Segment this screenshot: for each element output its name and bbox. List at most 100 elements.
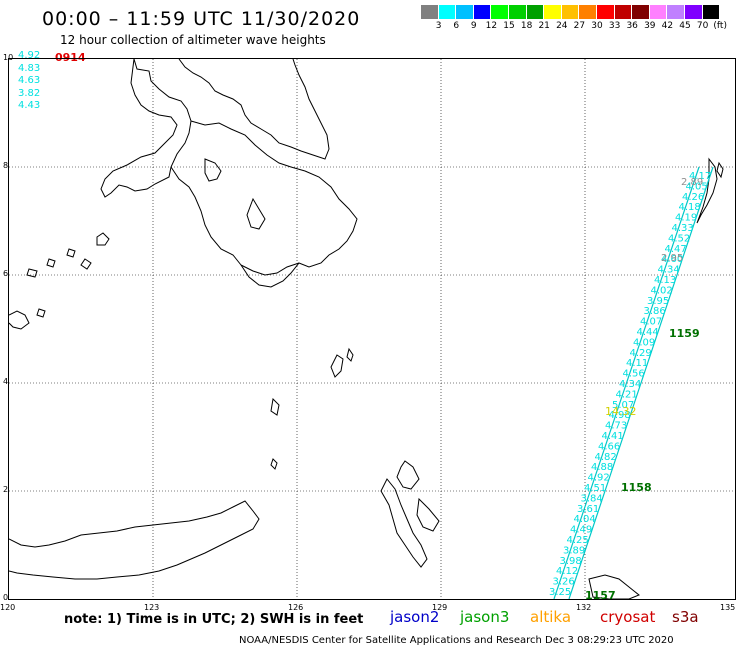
color-scale-label: 21: [538, 21, 550, 31]
color-swatch: [526, 5, 545, 19]
legend-value: 4.92: [18, 50, 41, 61]
track-cyan-value: 4.82: [595, 452, 617, 463]
color-swatch: [508, 5, 527, 19]
track-cyan-value: 4.19: [675, 213, 697, 224]
track-cyan-value: 4.66: [598, 441, 620, 452]
track-cyan-value: 4.12: [556, 566, 578, 577]
satellite-altika: altika: [530, 608, 572, 626]
track-cyan-value: 4.09: [633, 337, 655, 348]
y-tick-label: 6: [3, 269, 9, 278]
color-scale: [421, 5, 721, 19]
x-tick-label: 120: [0, 603, 16, 612]
track-cyan-value: 4.11: [626, 358, 648, 369]
track-cyan-value: 4.05: [686, 181, 708, 192]
color-scale-label: 39: [644, 21, 656, 31]
legend-time: 0914: [55, 51, 86, 64]
track-cyan-value: 4.60: [661, 254, 683, 265]
track-cyan-value: 4.04: [574, 514, 596, 525]
map-subtitle: 12 hour collection of altimeter wave hei…: [60, 33, 326, 47]
footer-note: note: 1) Time is in UTC; 2) SWH is in fe…: [64, 612, 364, 627]
altimeter-track: [553, 166, 700, 600]
y-tick-label: 0: [3, 593, 9, 602]
legend-value: 4.43: [18, 100, 41, 111]
satellite-jason3: jason3: [460, 608, 510, 626]
color-swatch: [438, 5, 457, 19]
color-swatch: [684, 5, 703, 19]
track-cyan-value: 4.13: [654, 275, 676, 286]
color-swatch: [473, 5, 492, 19]
track-cyan-value: 3.61: [577, 504, 599, 515]
x-tick-label: 135: [720, 603, 736, 612]
x-tick-label: 123: [144, 603, 160, 612]
color-scale-label: 12: [485, 21, 498, 31]
track-cyan-value: 4.18: [679, 202, 701, 213]
track-cyan-value: 3.84: [581, 493, 603, 504]
y-tick-label: 4: [3, 377, 9, 386]
track-cyan-value: 4.21: [616, 389, 638, 400]
color-scale-label: 18: [520, 21, 533, 31]
track-cyan-value: 4.98: [609, 410, 631, 421]
track-cyan-values: 3.253.264.123.983.894.254.494.043.613.84…: [549, 171, 711, 598]
color-scale-label: 3: [435, 21, 442, 31]
track-gray-value: 2.89: [681, 177, 703, 188]
map-frame: 3.25 3.26 4.12 3.98 3.89 4.25 4.49 4.04 3.61 3.84…: [8, 58, 736, 602]
track-cyan-value: 4.73: [605, 421, 627, 432]
track-cyan-value: 4.07: [640, 317, 662, 328]
color-swatch: [632, 5, 650, 19]
legend-value-list: 4.92 4.83 4.63 3.82 4.43: [18, 50, 40, 113]
track-cyan-value: 4.26: [682, 192, 704, 203]
track-gray-value: 2.95: [661, 253, 683, 264]
track-cyan-value: 4.33: [672, 223, 694, 234]
altimeter-track-edge: [568, 166, 714, 600]
color-swatch: [596, 5, 615, 19]
y-tick-label: 10: [3, 53, 14, 62]
color-scale-label: 30: [591, 21, 603, 31]
y-tick-label: 2: [3, 485, 9, 494]
legend-value: 3.82: [18, 87, 41, 99]
track-cyan-value: 4.88: [591, 462, 613, 473]
track-cyan-value: 4.47: [665, 244, 687, 255]
track-time: 1158: [621, 481, 652, 494]
track-cyan-value: 4.25: [567, 535, 589, 546]
color-swatch: [667, 5, 685, 19]
track-cyan-value: 4.02: [651, 285, 673, 296]
track-time: 1159: [669, 327, 700, 340]
track-cyan-value: 4.29: [630, 348, 652, 359]
track-cyan-value: 5.07: [612, 400, 634, 411]
color-scale-label: 36: [626, 21, 638, 31]
track-cyan-value: 4.56: [623, 369, 645, 380]
x-tick-label: 132: [576, 603, 592, 612]
track-cyan-value: 3.26: [553, 577, 575, 588]
x-tick-label: 126: [288, 603, 304, 612]
track-cyan-value: 4.49: [570, 525, 592, 536]
track-gray-values: 2.89 2.95: [661, 177, 703, 264]
color-scale-label: 24: [556, 21, 568, 31]
color-scale-label: 27: [573, 21, 586, 31]
color-swatch: [649, 5, 668, 19]
color-scale-label: 15: [503, 21, 515, 31]
track-cyan-value: 4.92: [588, 473, 610, 484]
x-tick-label: 129: [432, 603, 448, 612]
color-scale-label: 45: [679, 21, 691, 31]
track-cyan-value: 4.52: [668, 233, 690, 244]
track-cyan-value: 3.89: [563, 545, 585, 556]
track-cyan-value: 3.25: [549, 587, 571, 598]
color-swatch: [614, 5, 633, 19]
track-cyan-value: 4.34: [658, 265, 680, 276]
legend-value: 4.83: [18, 62, 41, 74]
satellite-cryosat: cryosat: [600, 608, 656, 626]
track-cyan-value: 4.17: [689, 171, 711, 182]
map-title: 00:00 – 11:59 UTC 11/30/2020: [42, 8, 361, 30]
satellite-jason2: jason2: [390, 608, 440, 626]
coastlines: [8, 58, 724, 600]
graticule: [9, 59, 735, 599]
color-scale-label: 70: [696, 21, 709, 31]
color-swatch: [579, 5, 597, 19]
color-swatch: [561, 5, 580, 19]
track-times: 1159 1158 1157: [585, 327, 700, 602]
legend-value: 4.63: [18, 75, 41, 86]
track-time: 1157: [585, 589, 616, 599]
color-scale-label: 42: [661, 21, 674, 31]
color-swatch: [421, 5, 439, 19]
color-scale-label: 9: [470, 21, 477, 31]
